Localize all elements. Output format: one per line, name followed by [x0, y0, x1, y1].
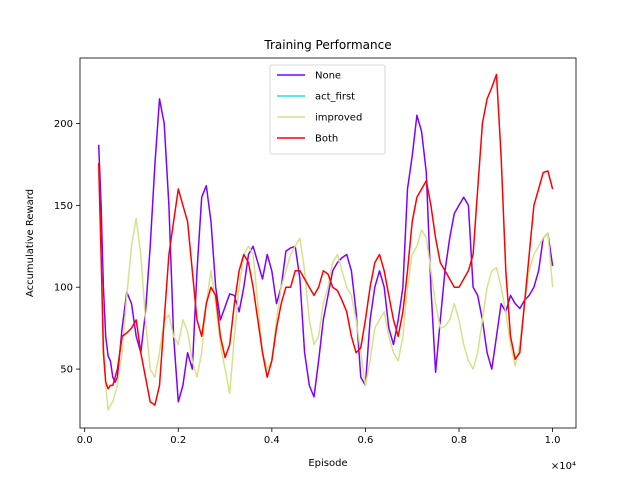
x-tick-label: 1.0 — [545, 435, 561, 446]
legend: None act_first improved Both — [269, 64, 386, 155]
y-axis: 50 100 150 200 — [54, 119, 80, 376]
legend-label-improved: improved — [315, 113, 362, 124]
x-tick-label: 0.8 — [451, 435, 467, 446]
legend-label-act-first: act_first — [315, 92, 355, 103]
x-tick-label: 0.4 — [264, 435, 280, 446]
y-tick-label: 200 — [54, 119, 73, 130]
x-tick-label: 0.0 — [77, 435, 93, 446]
plot-frame — [79, 57, 577, 429]
x-tick-label: 0.2 — [170, 435, 186, 446]
y-tick-label: 150 — [54, 201, 73, 212]
series-group — [97, 73, 554, 411]
y-axis-label: Accumulative Reward — [25, 189, 36, 297]
x-axis-label: Episode — [308, 458, 347, 469]
legend-label-none: None — [315, 71, 341, 82]
series-line-both — [97, 73, 554, 406]
y-tick-label: 50 — [60, 365, 73, 376]
chart-title: Training Performance — [263, 38, 391, 52]
legend-label-both: Both — [315, 134, 338, 145]
series-line-none — [97, 98, 554, 403]
y-tick-label: 100 — [54, 283, 73, 294]
legend-box — [269, 64, 386, 155]
x-axis: 0.0 0.2 0.4 0.6 0.8 1.0 — [77, 428, 561, 446]
x-axis-scale-label: ×10⁴ — [551, 461, 576, 472]
series-line-improved — [97, 172, 554, 411]
x-tick-label: 0.6 — [357, 435, 373, 446]
